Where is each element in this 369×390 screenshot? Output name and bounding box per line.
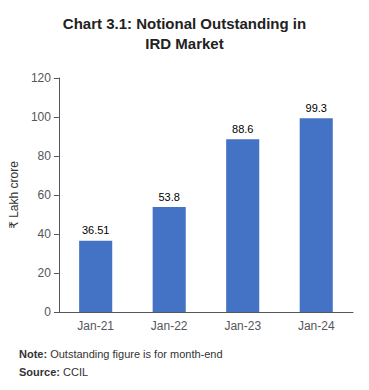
- svg-text:88.6: 88.6: [232, 123, 253, 135]
- svg-text:0: 0: [44, 305, 51, 319]
- svg-text:120: 120: [31, 71, 51, 85]
- svg-text:IRD Market: IRD Market: [145, 35, 223, 52]
- svg-text:Note:: Note:: [19, 348, 47, 360]
- svg-text:CCIL: CCIL: [60, 366, 88, 378]
- svg-text:Outstanding figure is for mont: Outstanding figure is for month-end: [47, 348, 222, 360]
- svg-text:36.51: 36.51: [82, 224, 110, 236]
- svg-text:80: 80: [38, 149, 52, 163]
- svg-text:Jan-21: Jan-21: [77, 319, 114, 333]
- svg-text:100: 100: [31, 110, 51, 124]
- svg-text:53.8: 53.8: [158, 191, 179, 203]
- svg-text:Jan-24: Jan-24: [298, 319, 335, 333]
- svg-text:₹ Lakh crore: ₹ Lakh crore: [7, 161, 21, 229]
- svg-text:Jan-22: Jan-22: [151, 319, 188, 333]
- svg-text:60: 60: [38, 188, 52, 202]
- svg-text:Source:: Source:: [19, 366, 60, 378]
- svg-text:20: 20: [38, 266, 52, 280]
- svg-text:Chart 3.1: Notional Outstandin: Chart 3.1: Notional Outstanding in: [63, 15, 306, 32]
- svg-text:99.3: 99.3: [306, 102, 327, 114]
- svg-text:Jan-23: Jan-23: [224, 319, 261, 333]
- svg-text:40: 40: [38, 227, 52, 241]
